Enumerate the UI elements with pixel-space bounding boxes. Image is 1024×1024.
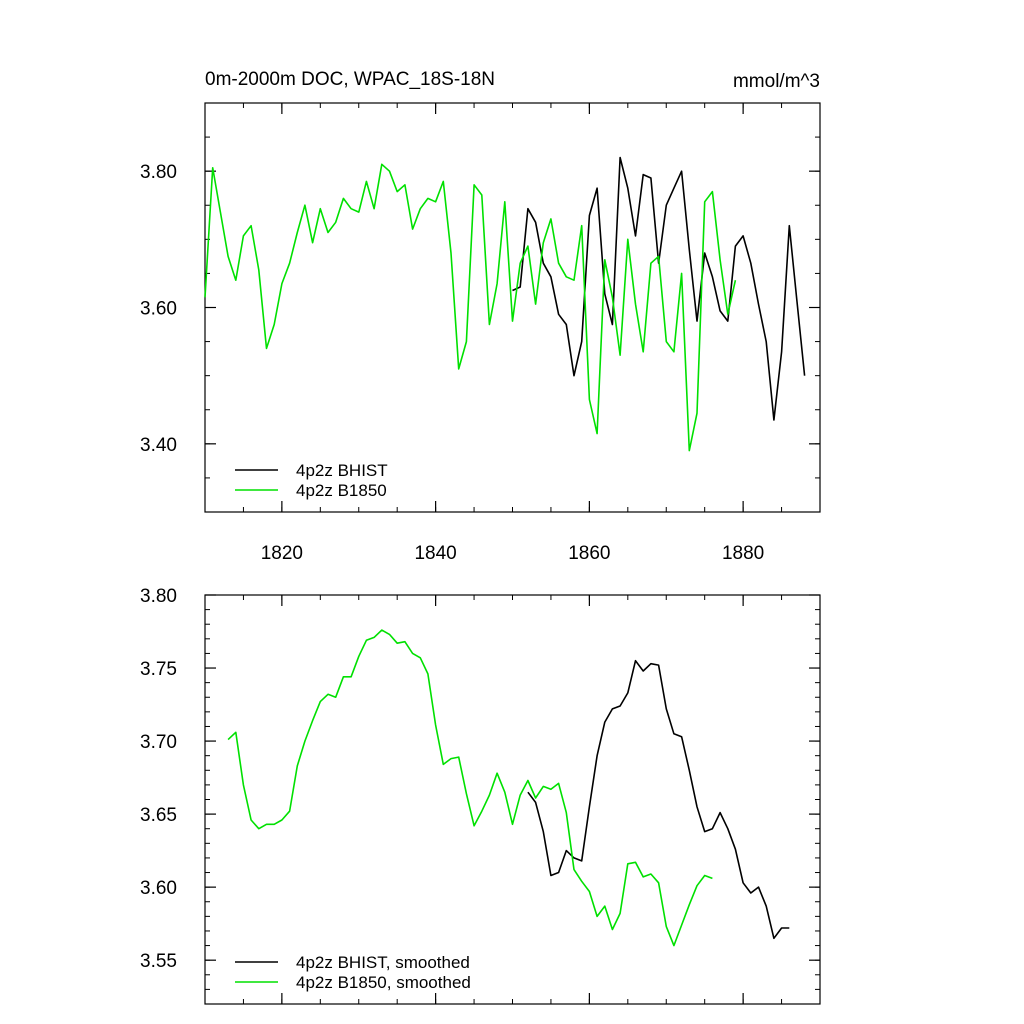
y-tick-label: 3.80 <box>140 586 177 607</box>
y-tick-label: 3.40 <box>140 435 177 456</box>
legend: 4p2z BHIST 4p2z B1850 <box>235 461 388 500</box>
bottom-panel: 3.55 3.60 3.65 3.70 3.75 3.80 4p2z BHIST, smo… <box>140 586 821 1005</box>
units-label: mmol/m^3 <box>733 71 820 92</box>
series-line-0 <box>527 659 790 940</box>
top-panel: 0m-2000m DOC, WPAC_18S-18N mmol/m^3 3.40… <box>140 69 821 564</box>
x-tick-label: 1860 <box>568 543 610 564</box>
x-tick-label: 1820 <box>261 543 303 564</box>
y-tick-label: 3.55 <box>140 951 177 972</box>
minor-ticks <box>204 594 821 1005</box>
y-tick-label: 3.60 <box>140 299 177 320</box>
y-tick-label: 3.70 <box>140 732 177 753</box>
minor-ticks <box>204 102 821 513</box>
legend-label-b1850: 4p2z B1850 <box>296 481 387 500</box>
legend-label-bhist: 4p2z BHIST <box>296 461 388 480</box>
y-axis: 3.55 3.60 3.65 3.70 3.75 3.80 <box>140 586 820 972</box>
y-tick-label: 3.80 <box>140 162 177 183</box>
series-lines <box>227 629 790 947</box>
x-axis: 1820 1840 1860 1880 <box>261 103 764 564</box>
legend: 4p2z BHIST, smoothed 4p2z B1850, smoothe… <box>235 953 471 992</box>
x-tick-label: 1840 <box>414 543 456 564</box>
x-tick-label: 1880 <box>722 543 764 564</box>
series-line-1 <box>204 163 737 452</box>
y-tick-label: 3.75 <box>140 659 177 680</box>
panel-title: 0m-2000m DOC, WPAC_18S-18N <box>205 69 495 90</box>
series-line-0 <box>512 156 806 421</box>
legend-label-bhist-smoothed: 4p2z BHIST, smoothed <box>296 953 470 972</box>
plot-frame <box>204 594 821 1005</box>
y-tick-label: 3.65 <box>140 805 177 826</box>
series-line-1 <box>227 629 713 947</box>
y-tick-label: 3.60 <box>140 878 177 899</box>
legend-label-b1850-smoothed: 4p2z B1850, smoothed <box>296 973 471 992</box>
series-lines <box>204 156 806 452</box>
y-axis: 3.40 3.60 3.80 <box>140 162 820 456</box>
x-axis <box>281 595 744 1004</box>
plot-frame <box>204 102 821 513</box>
